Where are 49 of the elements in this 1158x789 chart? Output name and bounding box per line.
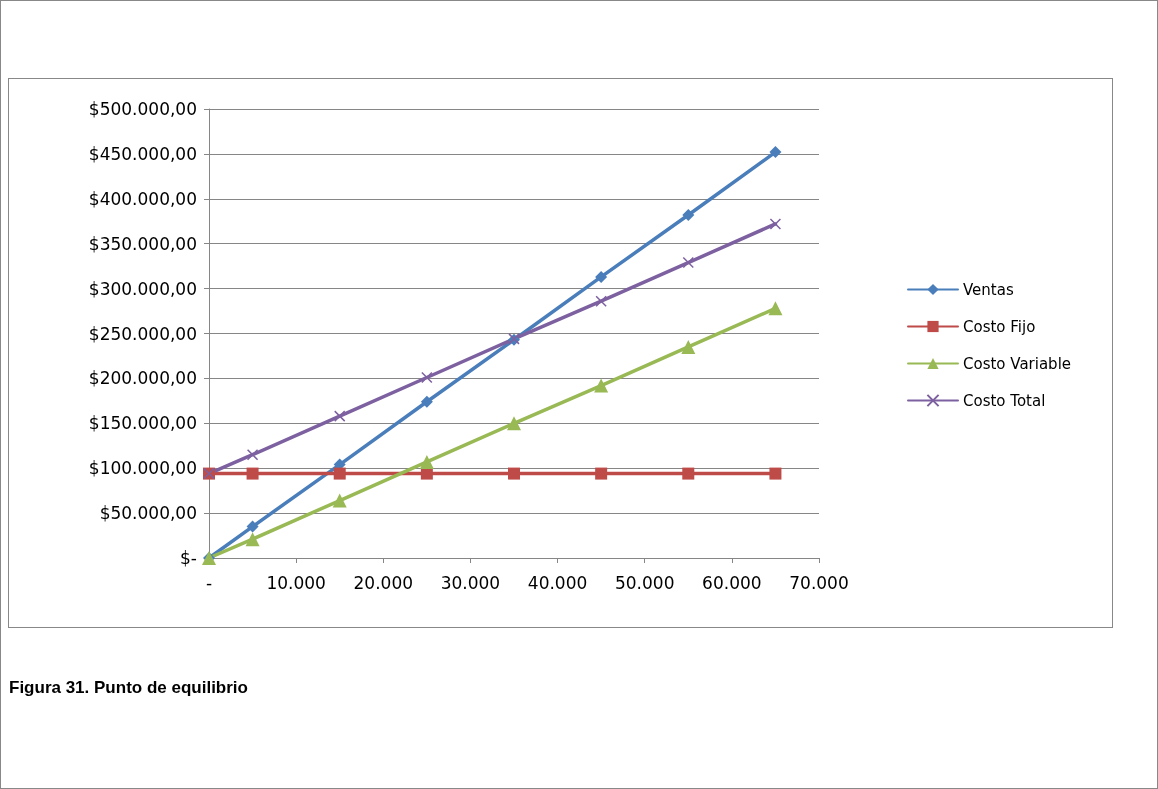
point: [246, 448, 259, 461]
y-tick-label: $50.000,00: [99, 503, 197, 524]
y-tick-label: $400.000,00: [88, 188, 197, 209]
y-tick-label: $500.000,00: [88, 99, 197, 119]
point: [682, 256, 695, 269]
x-tick-label: 60.000: [702, 572, 762, 593]
legend-label: Costo Total: [963, 391, 1046, 410]
point: [420, 467, 433, 480]
point: [769, 467, 782, 480]
point: [595, 295, 607, 307]
point: [768, 301, 783, 316]
point: [594, 378, 609, 393]
point: [508, 467, 520, 480]
y-tick-label: $150.000,00: [88, 413, 197, 434]
x-tick-label: -: [205, 572, 213, 593]
point: [507, 416, 521, 431]
point: [681, 339, 696, 354]
point: [246, 520, 259, 533]
point: [245, 532, 260, 547]
legend-label: Ventas: [963, 280, 1014, 299]
x-tick-label: 70.000: [789, 572, 849, 593]
point: [333, 467, 346, 480]
point: [769, 146, 782, 159]
y-tick-label: $450.000,00: [88, 143, 197, 164]
x-tick-label: 30.000: [440, 572, 501, 593]
y-tick-label: $300.000,00: [88, 278, 197, 299]
point: [769, 218, 782, 230]
y-tick-label: $-: [180, 548, 197, 568]
y-tick-label: $250.000,00: [88, 323, 197, 344]
x-tick-label: 40.000: [527, 572, 588, 593]
point: [420, 395, 433, 408]
text: Figura 31. Punto de equilibrio: [9, 678, 248, 698]
x-tick-label: 20.000: [353, 572, 414, 593]
point: [595, 270, 608, 283]
point: [419, 454, 434, 469]
point: [246, 467, 259, 480]
point: [682, 467, 695, 480]
point: [333, 410, 346, 422]
y-tick-label: $200.000,00: [88, 368, 197, 389]
point: [421, 371, 433, 384]
point: [332, 493, 347, 508]
legend-label: Costo Variable: [963, 354, 1072, 373]
legend-label: Costo Fijo: [963, 317, 1036, 336]
x-tick-label: 10.000: [266, 572, 326, 593]
y-tick-label: $350.000,00: [88, 233, 197, 254]
x-tick-label: 50.000: [614, 572, 675, 593]
y-tick-label: $100.000,00: [88, 458, 197, 479]
point: [682, 208, 695, 221]
point: [595, 467, 608, 480]
